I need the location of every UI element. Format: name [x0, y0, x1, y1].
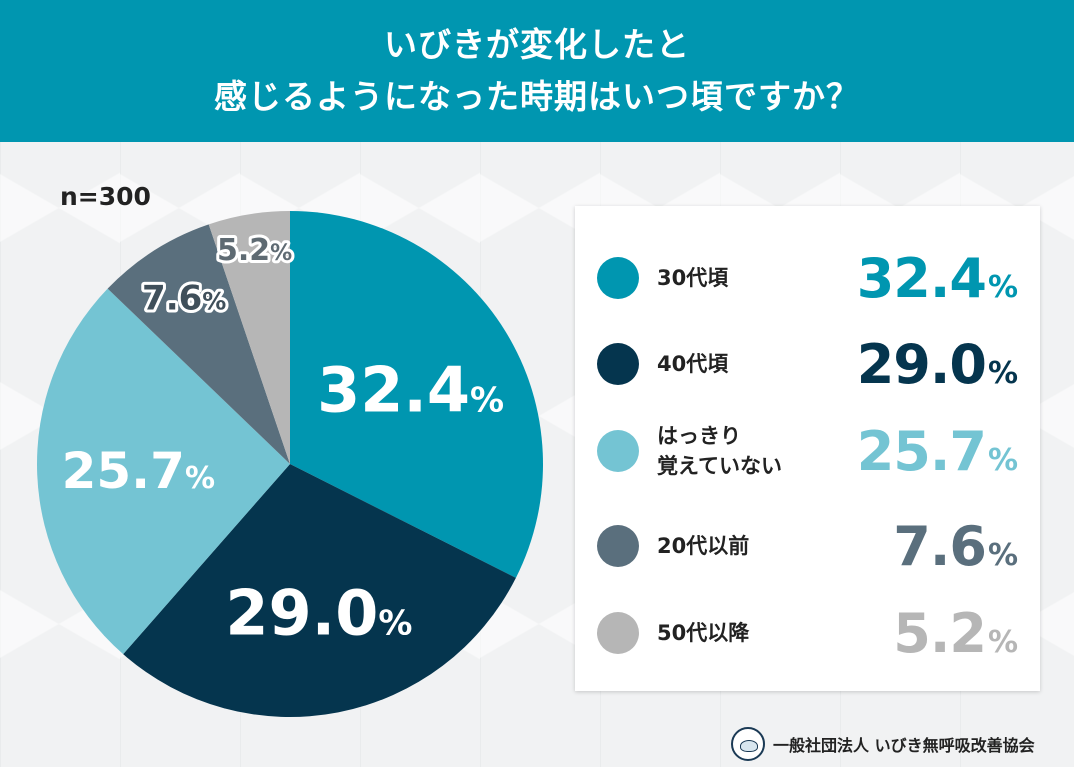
footer: 一般社団法人 いびき無呼吸改善協会 [731, 727, 1035, 761]
sleeping-face-icon [731, 727, 765, 761]
legend-value-number: 7.6 [893, 514, 987, 578]
legend-swatch [597, 343, 639, 385]
legend-value-number: 29.0 [856, 332, 987, 396]
legend-item: はっきり 覚えていない 25.7% [575, 411, 1040, 491]
legend-label: 20代以前 [657, 534, 750, 558]
pie-slice [37, 288, 290, 655]
pie-slice-value: 32.4 [317, 353, 470, 426]
pie-slice-unit: % [185, 461, 215, 496]
pie-slice-label: 29.0% [225, 577, 412, 650]
legend-swatch [597, 257, 639, 299]
legend-value: 7.6% [893, 515, 1018, 578]
legend-label: 30代頃 [657, 266, 729, 290]
pie-slice-unit: % [202, 287, 226, 315]
pie-slice-label: 7.6% [142, 278, 226, 318]
legend-item: 40代頃 29.0% [575, 324, 1040, 404]
pie-slice-unit: % [378, 604, 412, 644]
legend-panel: 30代頃 32.4% 40代頃 29.0% はっきり 覚えていない 25.7% 20代以前 7.… [575, 206, 1040, 691]
legend-value-number: 25.7 [856, 419, 987, 483]
pie-slices [37, 211, 543, 717]
pie-slice-label: 32.4% [317, 353, 504, 426]
pie-slice-labels: 32.4%29.0%25.7%7.6%5.2% [62, 230, 505, 650]
legend-value-unit: % [987, 355, 1018, 391]
legend-item: 30代頃 32.4% [575, 238, 1040, 318]
pie-slice [107, 224, 291, 464]
legend-swatch [597, 612, 639, 654]
organization-name: 一般社団法人 いびき無呼吸改善協会 [773, 736, 1035, 755]
legend-value: 5.2% [893, 602, 1018, 665]
pie-chart: 32.4%29.0%25.7%7.6%5.2% [37, 211, 543, 717]
legend-label: 40代頃 [657, 352, 729, 376]
pie-slice-label: 25.7% [62, 442, 215, 500]
pie-slice-unit: % [470, 380, 504, 420]
sample-size-label: n=300 [60, 182, 151, 211]
legend-value-unit: % [987, 624, 1018, 660]
pie-slice-value: 29.0 [225, 577, 378, 650]
legend-value-unit: % [987, 442, 1018, 478]
chart-header: いびきが変化したと 感じるようになった時期はいつ頃ですか？ [0, 0, 1074, 142]
legend-value: 29.0% [857, 333, 1018, 396]
legend-label: 50代以降 [657, 621, 750, 645]
legend-swatch [597, 430, 639, 472]
legend-label: はっきり 覚えていない [657, 424, 782, 478]
pie-slice [208, 211, 290, 464]
chart-title-line-1: いびきが変化したと [384, 25, 690, 64]
pie-slice-value: 5.2 [217, 233, 270, 268]
legend-value: 32.4% [857, 247, 1018, 310]
legend-item: 50代以降 5.2% [575, 593, 1040, 673]
legend-value-unit: % [987, 537, 1018, 573]
legend-value-unit: % [987, 269, 1018, 305]
legend-item: 20代以前 7.6% [575, 506, 1040, 586]
legend-value: 25.7% [857, 420, 1018, 483]
pie-slice-value: 25.7 [62, 442, 185, 500]
pie-slice-value: 7.6 [142, 278, 202, 318]
legend-value-number: 32.4 [856, 246, 987, 310]
pie-slice-label: 5.2% [217, 233, 292, 268]
chart-title-line-2: 感じるようになった時期はいつ頃ですか？ [214, 77, 860, 116]
pie-slice [123, 464, 516, 717]
pie-slice-unit: % [270, 241, 292, 266]
legend-swatch [597, 525, 639, 567]
legend-value-number: 5.2 [893, 601, 987, 665]
pie-slice [290, 211, 543, 578]
